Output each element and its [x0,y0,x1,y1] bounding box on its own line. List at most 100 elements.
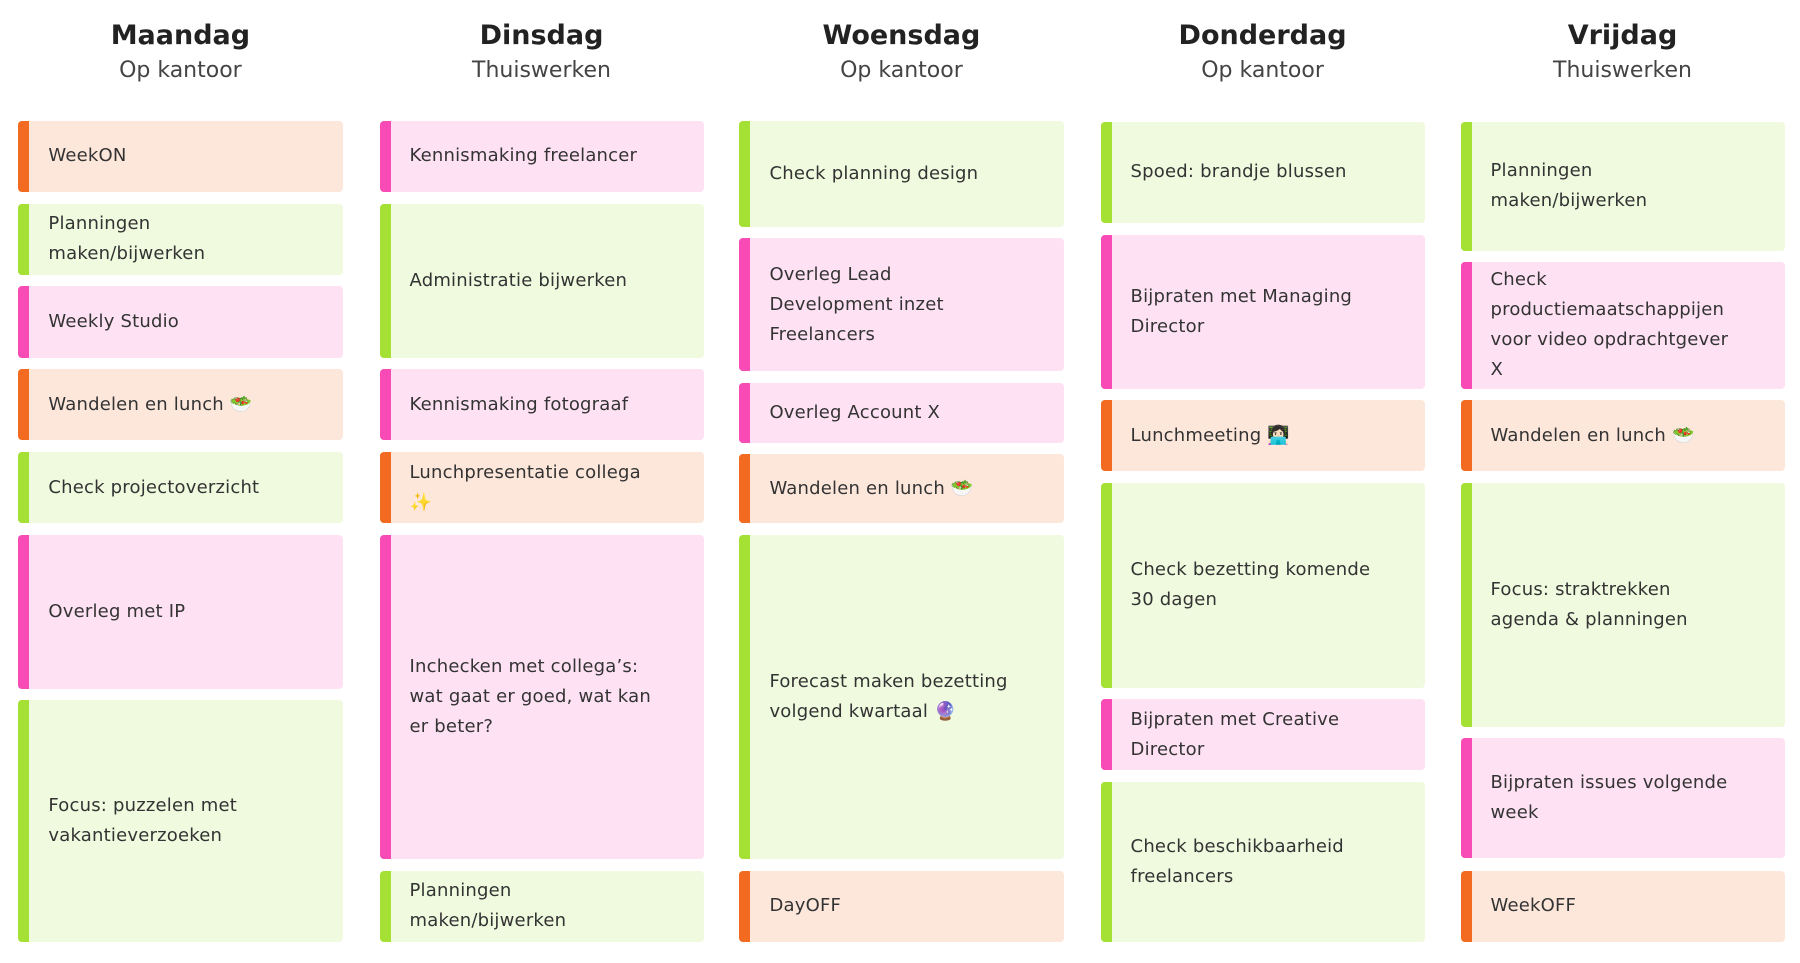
card-text: Planningen maken/bijwerken [48,213,206,265]
card-accent [739,870,751,942]
day-title: Maandag [110,20,251,51]
card-accent [1460,870,1472,942]
card-text: Focus: straktrekken agenda & planningen [1490,578,1688,630]
card-accent [18,203,30,275]
day-title: Woensdag [822,20,981,51]
card-text: Bijpraten met Creative Director [1130,708,1340,760]
card-accent [739,534,751,860]
day-title: Donderdag [1178,20,1347,51]
card-text: Check projectoverzicht [48,476,260,498]
card-accent [18,286,30,358]
task-card: Kennismaking fotograaf [379,369,704,441]
card-text: WeekOFF [1490,895,1577,917]
card-text: Lunchpresentatie collega ✨ [409,461,641,513]
card-text: Wandelen en lunch 🥗 [48,393,253,415]
task-card: Kennismaking freelancer [379,120,704,193]
card-accent [379,369,391,441]
task-card: Weekly Studio [18,286,343,358]
day-subtitle: Thuiswerken [1553,58,1692,83]
card-text: Wandelen en lunch 🥗 [769,477,974,499]
task-card: Check planning design [739,120,1064,227]
day-subtitle: Op kantoor [1201,58,1324,83]
card-accent [379,870,391,942]
card-accent [739,238,751,372]
card-accent [1460,738,1472,858]
card-accent [739,454,751,524]
task-card: Wandelen en lunch 🥗 [18,369,343,441]
task-card: WeekOFF [1460,870,1785,942]
card-text: Check beschikbaarheid freelancers [1130,835,1344,887]
card-accent [1100,234,1112,389]
card-text: Check productiemaatschappijen voor video… [1490,269,1729,381]
task-card: Wandelen en lunch 🥗 [739,454,1064,524]
card-text: Bijpraten issues volgende week [1490,772,1728,824]
task-card: Overleg Account X [739,382,1064,443]
card-accent [1460,400,1472,472]
card-text: Lunchmeeting 👩🏻‍💻 [1130,424,1290,446]
card-accent [1100,699,1112,771]
card-accent [1100,483,1112,688]
task-card: Spoed: brandje blussen [1100,121,1425,224]
task-card: Overleg met IP [18,534,343,689]
card-text: Wandelen en lunch 🥗 [1490,424,1695,446]
card-text: Forecast maken bezetting volgend kwartaa… [769,670,1008,722]
card-text: Kennismaking fotograaf [409,393,629,415]
card-text: Check planning design [769,162,979,184]
card-text: Inchecken met collega’s: wat gaat er goe… [409,655,651,737]
task-card: Inchecken met collega’s: wat gaat er goe… [379,534,704,860]
card-text: Focus: puzzelen met vakantieverzoeken [48,795,238,847]
card-text: Kennismaking freelancer [409,145,638,167]
card-text: Planningen maken/bijwerken [409,880,567,932]
card-text: Overleg Account X [769,401,941,423]
task-card: Overleg Lead Development inzet Freelance… [739,238,1064,372]
card-accent [18,700,30,942]
task-card: WeekON [18,120,343,193]
card-accent [18,534,30,689]
card-accent [1460,121,1472,251]
card-text: WeekON [48,145,127,167]
card-text: Overleg met IP [48,600,186,622]
card-accent [739,382,751,443]
card-accent [18,120,30,193]
card-accent [1100,400,1112,472]
card-accent [1460,262,1472,389]
task-card: Planningen maken/bijwerken [379,870,704,942]
task-card: Lunchpresentatie collega ✨ [379,451,704,524]
task-card: Check productiemaatschappijen voor video… [1460,262,1785,389]
card-text: Check bezetting komende 30 dagen [1130,559,1371,611]
task-card: Bijpraten met Creative Director [1100,699,1425,771]
task-card: Bijpraten issues volgende week [1460,738,1785,858]
card-accent [1100,121,1112,224]
card-accent [739,120,751,227]
card-accent [18,451,30,524]
task-card: Check bezetting komende 30 dagen [1100,483,1425,688]
task-card: Planningen maken/bijwerken [1460,121,1785,251]
task-card: Check beschikbaarheid freelancers [1100,782,1425,942]
card-text: DayOFF [769,895,842,917]
task-card: Lunchmeeting 👩🏻‍💻 [1100,400,1425,472]
day-subtitle: Op kantoor [119,58,242,83]
task-card: Planningen maken/bijwerken [18,203,343,275]
day-title: Dinsdag [479,20,604,51]
card-text: Administratie bijwerken [409,269,628,291]
task-card: Check projectoverzicht [18,451,343,524]
card-accent [1460,483,1472,727]
task-card: Administratie bijwerken [379,203,704,358]
card-text: Overleg Lead Development inzet Freelance… [769,263,944,345]
day-title: Vrijdag [1567,20,1678,51]
card-accent [379,203,391,358]
card-text: Bijpraten met Managing Director [1130,285,1353,337]
card-accent [18,369,30,441]
card-accent [379,120,391,193]
card-accent [1100,782,1112,942]
task-card: Focus: straktrekken agenda & planningen [1460,483,1785,727]
task-card: DayOFF [739,870,1064,942]
task-card: Focus: puzzelen met vakantieverzoeken [18,700,343,942]
card-text: Planningen maken/bijwerken [1490,160,1648,212]
card-text: Weekly Studio [48,310,180,332]
task-card: Wandelen en lunch 🥗 [1460,400,1785,472]
card-accent [379,451,391,524]
task-card: Forecast maken bezetting volgend kwartaa… [739,534,1064,860]
day-subtitle: Op kantoor [840,58,963,83]
